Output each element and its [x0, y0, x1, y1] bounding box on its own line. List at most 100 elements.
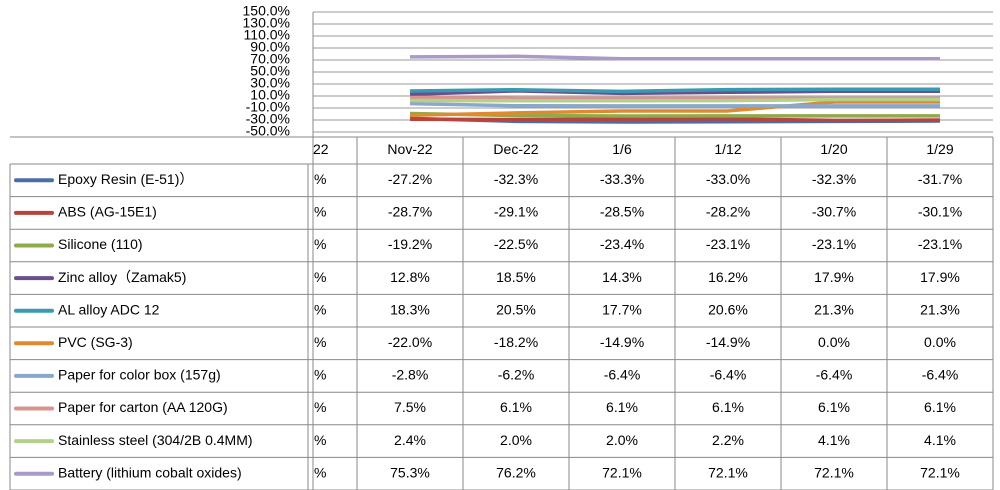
column-header: Nov-22 — [387, 141, 432, 157]
column-header: Dec-22 — [493, 141, 538, 157]
table-cell: 21.3% — [920, 301, 960, 317]
table-cell: -31.7% — [918, 171, 962, 187]
y-tick-label: 150.0% — [243, 3, 290, 19]
table-cell: -14.9% — [706, 334, 750, 350]
column-header: 1/12 — [714, 141, 741, 157]
table-cell: 6.1% — [712, 399, 744, 415]
table-cell: -23.1% — [812, 236, 856, 252]
table-cell: -23.1% — [918, 236, 962, 252]
table-cell: 2.2% — [712, 432, 744, 448]
table-cell: 4.1% — [924, 432, 956, 448]
table-cell: 6.1% — [500, 399, 532, 415]
table-cell: -30.7% — [812, 204, 856, 220]
table-cell: 72.1% — [602, 464, 642, 480]
series-line — [409, 117, 941, 123]
column-header: 1/29 — [926, 141, 953, 157]
table-cell: -32.3% — [812, 171, 856, 187]
y-tick-label: 10.0% — [250, 87, 290, 103]
y-tick-label: 130.0% — [243, 15, 290, 31]
table-cell: -33.0% — [706, 171, 750, 187]
table-cell: 18.5% — [496, 269, 536, 285]
table-cell: 12.8% — [390, 269, 430, 285]
legend-label: ABS (AG-15E1) — [58, 204, 157, 220]
table-cell: -6.4% — [710, 367, 747, 383]
clipped-cell: % — [314, 301, 326, 317]
table-cell: 0.0% — [818, 334, 850, 350]
clipped-cell: % — [314, 464, 326, 480]
table-cell: 17.9% — [920, 269, 960, 285]
clipped-cell: % — [314, 399, 326, 415]
series-line — [409, 101, 940, 108]
table-cell: -23.4% — [600, 236, 644, 252]
table-cell: 17.7% — [602, 301, 642, 317]
y-tick-label: 70.0% — [250, 51, 290, 67]
table-cell: -33.3% — [600, 171, 644, 187]
clipped-cell: % — [314, 236, 326, 252]
legend-label: Stainless steel (304/2B 0.4MM) — [58, 432, 253, 448]
y-tick-label: 90.0% — [250, 39, 290, 55]
legend-label: Battery (lithium cobalt oxides) — [58, 464, 242, 480]
table-cell: -18.2% — [494, 334, 538, 350]
clipped-cell: % — [314, 269, 326, 285]
legend-label: Paper for carton (AA 120G) — [58, 399, 228, 415]
y-tick-label: 30.0% — [250, 75, 290, 91]
series-line — [409, 87, 940, 94]
legend-label: PVC (SG-3) — [58, 334, 133, 350]
table-cell: -23.1% — [706, 236, 750, 252]
table-cell: -6.2% — [498, 367, 535, 383]
column-header: 1/6 — [612, 141, 632, 157]
table-cell: -14.9% — [600, 334, 644, 350]
clipped-cell: % — [314, 334, 326, 350]
clipped-cell: % — [314, 367, 326, 383]
table-cell: 17.9% — [814, 269, 854, 285]
table-cell: -2.8% — [392, 367, 429, 383]
series-line — [409, 100, 940, 117]
table-cell: 72.1% — [708, 464, 748, 480]
table-cell: -27.2% — [388, 171, 432, 187]
table-cell: 6.1% — [606, 399, 638, 415]
table-cell: 2.4% — [394, 432, 426, 448]
legend-label: Paper for color box (157g) — [58, 367, 221, 383]
y-tick-label: 110.0% — [244, 27, 290, 43]
clipped-cell: % — [314, 171, 326, 187]
table-cell: 75.3% — [390, 464, 430, 480]
legend-label: Zinc alloy（Zamak5) — [58, 269, 186, 285]
table-cell: -29.1% — [494, 204, 538, 220]
legend-label: AL alloy ADC 12 — [58, 301, 160, 317]
y-tick-label: -30.0% — [246, 111, 290, 127]
table-cell: -32.3% — [494, 171, 538, 187]
table-cell: 20.6% — [708, 301, 748, 317]
table-cell: 20.5% — [496, 301, 536, 317]
table-cell: 21.3% — [814, 301, 854, 317]
series-line — [409, 54, 940, 61]
table-cell: 7.5% — [394, 399, 426, 415]
table-cell: 72.1% — [814, 464, 854, 480]
clipped-header: 22 — [313, 141, 329, 157]
y-tick-label: -50.0% — [246, 123, 290, 139]
table-cell: 2.0% — [606, 432, 638, 448]
table-cell: 2.0% — [500, 432, 532, 448]
table-cell: -22.0% — [388, 334, 432, 350]
table-cell: -28.7% — [388, 204, 432, 220]
table-cell: -6.4% — [816, 367, 853, 383]
table-cell: -30.1% — [918, 204, 962, 220]
table-cell: 4.1% — [818, 432, 850, 448]
table-cell: 0.0% — [924, 334, 956, 350]
series-line — [409, 97, 940, 103]
table-cell: -28.5% — [600, 204, 644, 220]
y-tick-label: 50.0% — [250, 63, 290, 79]
clipped-cell: % — [314, 432, 326, 448]
legend-label: Epoxy Resin (E-51)） — [58, 171, 193, 187]
table-cell: -6.4% — [922, 367, 959, 383]
table-cell: -19.2% — [388, 236, 432, 252]
table-cell: 18.3% — [390, 301, 430, 317]
table-cell: -28.2% — [706, 204, 750, 220]
table-cell: 16.2% — [708, 269, 748, 285]
column-header: 1/20 — [820, 141, 847, 157]
series-line — [409, 111, 940, 118]
legend-label: Silicone (110) — [58, 236, 143, 252]
table-cell: 14.3% — [602, 269, 642, 285]
table-cell: -6.4% — [604, 367, 641, 383]
y-tick-label: -10.0% — [246, 99, 290, 115]
table-cell: 76.2% — [496, 464, 536, 480]
